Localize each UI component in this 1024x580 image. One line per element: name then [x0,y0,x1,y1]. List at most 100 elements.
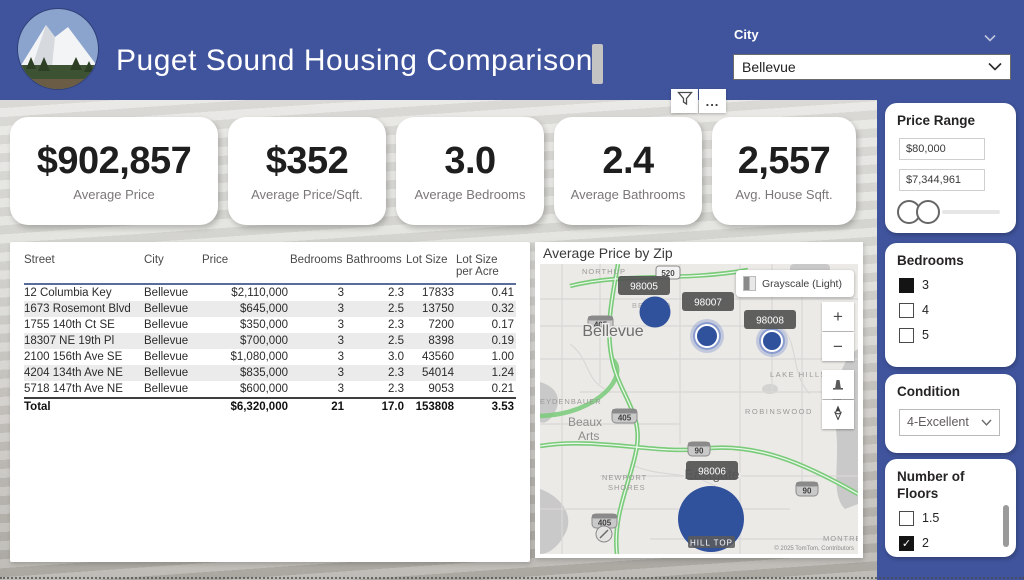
cell-price: $835,000 [202,365,290,381]
table-row[interactable]: 18307 NE 19th PlBellevue$700,00032.58398… [24,333,516,349]
zoom-out-button[interactable]: − [822,332,854,361]
kpi-label: Average Price/Sqft. [251,187,363,202]
price-range-slider[interactable] [897,200,1004,224]
table-row[interactable]: 12 Columbia KeyBellevue$2,110,00032.3178… [24,284,516,301]
slicer-header-chevron-icon[interactable] [984,29,996,47]
condition-value: 4-Excellent [907,415,969,429]
column-header-city[interactable]: City [144,252,202,284]
svg-text:90: 90 [803,487,812,496]
label-robinswood: ROBINSWOOD [745,407,813,416]
badge-90: 90 [688,442,710,456]
svg-text:HILL TOP: HILL TOP [690,539,733,548]
cell-street: 4204 134th Ave NE [24,365,144,381]
floors-card: Number of Floors 1.5 ✓ 2 [885,459,1016,557]
kpi-card-average-price: $902,857 Average Price [10,117,218,225]
city-dropdown-value: Bellevue [742,59,796,75]
checkbox-icon[interactable] [899,328,914,343]
cell-city: Bellevue [144,381,202,398]
bubble-98008[interactable] [756,325,788,357]
svg-text:98006: 98006 [698,467,726,478]
city-dropdown[interactable]: Bellevue [733,54,1011,80]
label-beaux: Beaux [568,415,602,429]
housing-table[interactable]: Street City Price Bedrooms Bathrooms Lot… [24,252,516,415]
zoom-in-button[interactable]: + [822,302,854,331]
checkbox-icon[interactable] [899,278,914,293]
cell-lot-acre: 0.19 [456,333,516,349]
column-header-lot-size[interactable]: Lot Size [406,252,456,284]
cell-lot-acre: 0.32 [456,301,516,317]
cell-price: $600,000 [202,381,290,398]
svg-text:90: 90 [695,447,704,456]
cell-lot-size: 9053 [406,381,456,398]
tilt-view-button[interactable] [822,370,854,399]
condition-card: Condition 4-Excellent [885,374,1016,453]
bedrooms-option-3[interactable]: 3 [899,278,1004,293]
column-header-bedrooms[interactable]: Bedrooms [290,252,346,284]
grayscale-swatch-icon [743,276,756,291]
cell-street: 18307 NE 19th Pl [24,333,144,349]
bedrooms-option-5[interactable]: 5 [899,328,1004,343]
column-header-lot-size-per-acre[interactable]: Lot Size per Acre [456,252,516,284]
kpi-label: Average Bathrooms [571,187,686,202]
column-header-street[interactable]: Street [24,252,144,284]
kpi-card-average-bathrooms: 2.4 Average Bathrooms [554,117,702,225]
cell-lot-size: 8398 [406,333,456,349]
more-options-button[interactable]: ... [699,89,726,113]
slider-track[interactable] [942,210,1000,214]
label-shores: SHORES [608,483,646,492]
badge-90: 90 [796,482,818,496]
column-header-price[interactable]: Price [202,252,290,284]
page-title: Puget Sound Housing Comparison [116,44,593,78]
checkbox-icon[interactable] [899,303,914,318]
checkbox-icon[interactable] [899,511,914,526]
cell-bathrooms: 3.0 [346,349,406,365]
cell-lot-size: 43560 [406,349,456,365]
cell-bathrooms: 2.3 [346,381,406,398]
svg-text:98007: 98007 [694,298,722,309]
slider-max-handle[interactable] [916,200,940,224]
map-canvas[interactable]: 520 405 405 405 90 90 NORTHUP BEL-RED LA… [540,264,858,554]
label-bellevue: Bellevue [582,323,643,340]
bubble-98005[interactable] [640,297,671,328]
floors-option-2[interactable]: ✓ 2 [899,536,1004,551]
scrollbar[interactable] [1003,505,1009,547]
table-header-row[interactable]: Street City Price Bedrooms Bathrooms Lot… [24,252,516,284]
total-lot-size: 153808 [406,398,456,415]
zip-tooltip-98008: 98008 [744,310,796,329]
filter-button[interactable] [671,89,698,113]
table-row[interactable]: 1673 Rosemont BlvdBellevue$645,00032.513… [24,301,516,317]
bedrooms-option-4[interactable]: 4 [899,303,1004,318]
kpi-card-avg-house-sqft: 2,557 Avg. House Sqft. [712,117,856,225]
label-northup: NORTHUP [582,267,626,276]
cell-bathrooms: 2.3 [346,317,406,333]
cell-city: Bellevue [144,365,202,381]
bubble-98007[interactable] [690,319,724,353]
condition-dropdown[interactable]: 4-Excellent [899,409,1000,436]
building-icon [831,375,845,395]
table-row[interactable]: 1755 140th Ct SEBellevue$350,00032.37200… [24,317,516,333]
cell-bedrooms: 3 [290,381,346,398]
table-row[interactable]: 2100 156th Ave SEBellevue$1,080,00033.04… [24,349,516,365]
table-row[interactable]: 5718 147th Ave NEBellevue$600,00032.3905… [24,381,516,398]
cell-street: 1673 Rosemont Blvd [24,301,144,317]
floors-option-1-5[interactable]: 1.5 [899,511,1004,526]
table-row[interactable]: 4204 134th Ave NEBellevue$835,00032.3540… [24,365,516,381]
map-attribution[interactable]: © 2025 TomTom, Contributors [774,546,854,552]
cell-price: $645,000 [202,301,290,317]
svg-text:98005: 98005 [630,282,658,293]
cell-lot-acre: 1.24 [456,365,516,381]
column-header-bathrooms[interactable]: Bathrooms [346,252,406,284]
kpi-card-average-bedrooms: 3.0 Average Bedrooms [396,117,544,225]
logo-mountain-image [18,9,98,89]
price-min-input[interactable] [899,138,985,160]
price-max-input[interactable] [899,169,985,191]
condition-title: Condition [897,384,1004,401]
checkbox-icon[interactable]: ✓ [899,536,914,551]
cell-price: $350,000 [202,317,290,333]
label-meydenbauer: EYDENBAUER [540,397,602,406]
map-style-toggle[interactable]: Grayscale (Light) [736,270,854,297]
kpi-label: Average Price [73,187,154,202]
cell-street: 2100 156th Ave SE [24,349,144,365]
compass-button[interactable] [822,400,854,429]
cell-bathrooms: 2.5 [346,333,406,349]
